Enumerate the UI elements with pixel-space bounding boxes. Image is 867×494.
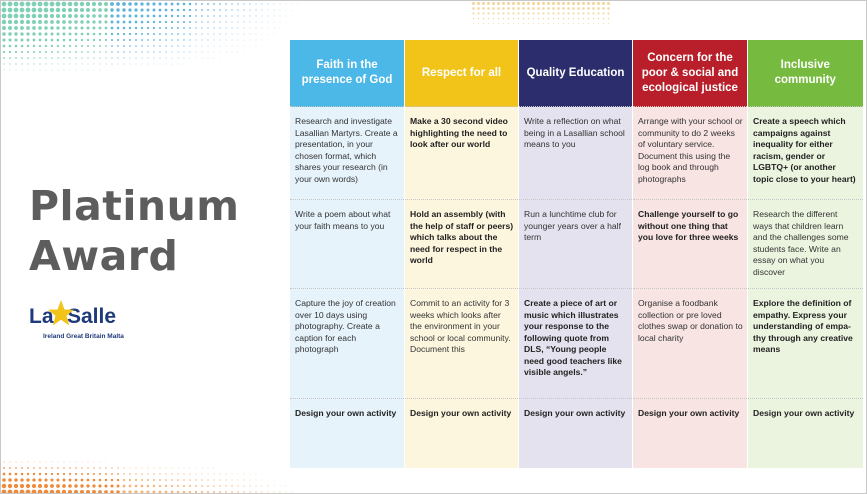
activity-cell: Design your own activity [632, 398, 748, 468]
activity-cell: Hold an assembly (with the help of staff… [404, 199, 519, 289]
dot-pattern-top-center [471, 1, 611, 25]
activity-cell: Design your own activity [518, 398, 633, 468]
star-icon [48, 300, 74, 326]
activity-cell: Arrange with your school or community to… [632, 106, 748, 200]
activities-table: Faith in the presence of God Respect for… [289, 40, 863, 468]
dot-pattern-bottom-left [1, 461, 293, 493]
la-salle-logo: La Salle Ireland Great Britain Malta [29, 299, 149, 349]
logo-word-la: La [29, 305, 54, 328]
activity-cell: Design your own activity [404, 398, 519, 468]
dot-pattern-top-left [1, 1, 299, 71]
activity-cell: Write a poem about what your faith means… [289, 199, 405, 289]
activity-cell: Design your own activity [289, 398, 405, 468]
column-header-inclusive-community: Inclusive community [747, 40, 863, 107]
column-header-respect: Respect for all [404, 40, 519, 107]
title-line-2: Award [29, 232, 179, 280]
logo-word-salle: Salle [67, 305, 117, 328]
activity-cell: Run a lunchtime club for younger years o… [518, 199, 633, 289]
table-row: Design your own activity Design your own … [289, 398, 863, 468]
activity-cell: Research and investigate Lasallian Marty… [289, 106, 405, 200]
activity-cell: Challenge yourself to go without one thi… [632, 199, 748, 289]
activity-cell: Create a speech which campaigns against … [747, 106, 863, 200]
table-row: Capture the joy of creation over 10 days… [289, 288, 863, 399]
activity-cell: Explore the definition of empathy. Expre… [747, 288, 863, 399]
logo-subtitle: Ireland Great Britain Malta [43, 333, 124, 340]
column-header-concern-for-poor: Concern for the poor & social and ecolog… [632, 40, 748, 107]
column-header-faith: Faith in the presence of God [289, 40, 405, 107]
table-row: Write a poem about what your faith means… [289, 199, 863, 289]
column-header-quality-education: Quality Education [518, 40, 633, 107]
activity-cell: Write a reflection on what being in a La… [518, 106, 633, 200]
activity-cell: Research the different ways that childre… [747, 199, 863, 289]
activity-cell: Commit to an activity for 3 weeks which … [404, 288, 519, 399]
activity-cell: Make a 30 second video highlighting the … [404, 106, 519, 200]
activity-cell: Design your own activity [747, 398, 863, 468]
activity-cell: Organise a foodbank collection or pre lo… [632, 288, 748, 399]
activity-cell: Capture the joy of creation over 10 days… [289, 288, 405, 399]
table-row: Research and investigate Lasallian Marty… [289, 106, 863, 200]
title-line-1: Platinum [29, 182, 240, 230]
page-title: Platinum Award [29, 181, 269, 281]
activity-cell: Create a piece of art or music which ill… [518, 288, 633, 399]
header-row: Faith in the presence of God Respect for… [289, 40, 863, 107]
